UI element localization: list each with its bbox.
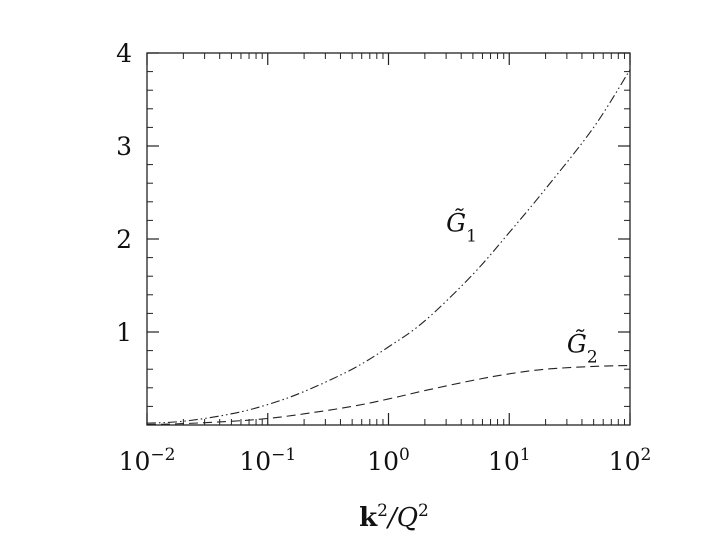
x-tick-label: 10−1 (239, 445, 296, 476)
x-axis-label: k2/Q2 (359, 501, 429, 533)
series-label-sub: 2 (587, 347, 598, 367)
x-tick-label: 101 (488, 445, 531, 476)
y-tick-label: 4 (116, 39, 132, 68)
major-ticks (146, 52, 631, 425)
x-axis-label-sup: 2 (377, 501, 388, 521)
series-line-2 (146, 364, 631, 426)
x-tick-label-exp: −2 (150, 445, 175, 465)
y-tick-label: 1 (116, 318, 132, 347)
x-tick-label: 10−2 (119, 445, 176, 476)
x-tick-label-base: 10 (367, 447, 399, 476)
x-tick-label-base: 10 (488, 447, 520, 476)
series-label-2: G̃2 (567, 329, 598, 367)
y-tick-label: 3 (116, 132, 132, 161)
x-tick-label: 100 (367, 445, 410, 476)
x-tick-label-base: 10 (609, 447, 641, 476)
x-tick-label-exp: 0 (399, 445, 410, 465)
series-line-1 (146, 69, 631, 424)
x-tick-label-exp: −1 (271, 445, 296, 465)
series-layer (146, 69, 631, 426)
series-label-main: G̃ (446, 209, 466, 238)
y-tick-label: 2 (116, 225, 132, 254)
series-label-main: G̃ (567, 329, 587, 358)
x-tick-label-base: 10 (239, 447, 271, 476)
x-tick-label-exp: 2 (640, 445, 651, 465)
minor-ticks (147, 53, 630, 425)
series-label-1: G̃1 (446, 209, 477, 247)
x-tick-label: 102 (609, 445, 652, 476)
x-axis-label-rest: /Q (385, 503, 418, 533)
plot-frame (146, 52, 631, 426)
series-label-sub: 1 (466, 227, 477, 247)
x-axis-label-rest-sup: 2 (418, 501, 429, 521)
x-tick-label-base: 10 (119, 447, 151, 476)
x-axis-label-bold: k (359, 503, 378, 533)
x-tick-label-exp: 1 (520, 445, 531, 465)
